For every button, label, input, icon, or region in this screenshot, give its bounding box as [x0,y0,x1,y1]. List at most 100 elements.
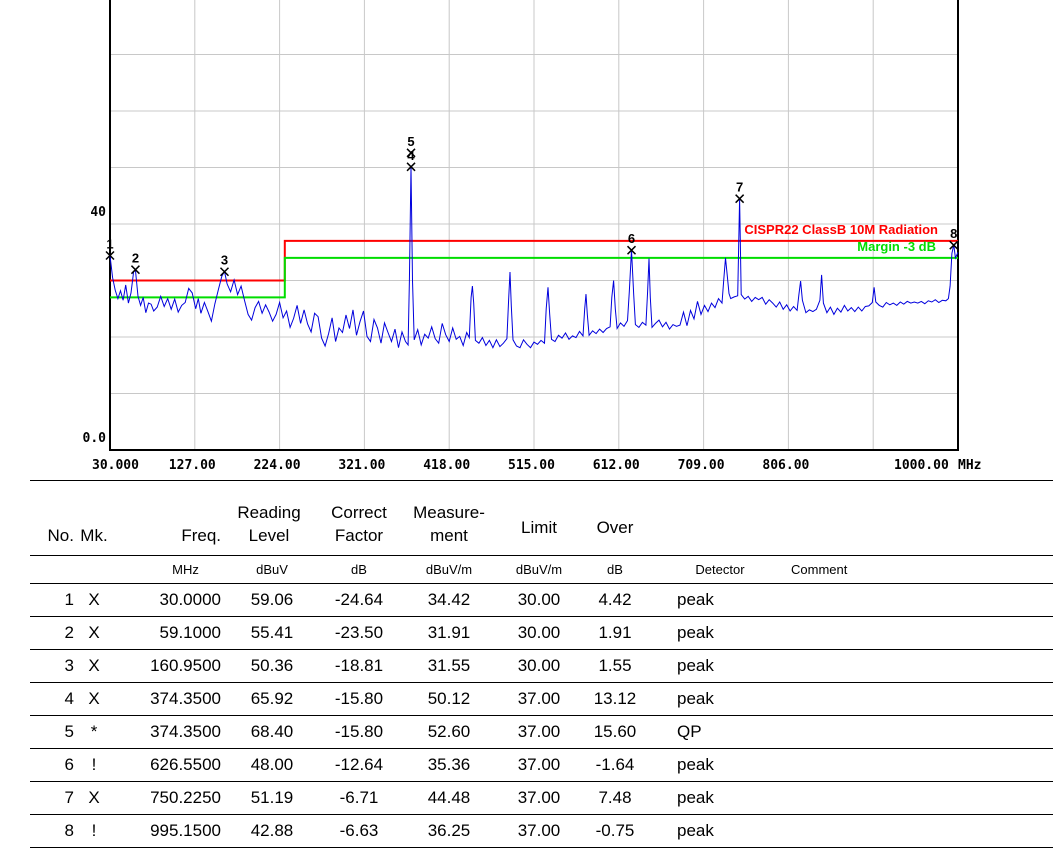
cell-measure: 36.25 [427,821,471,840]
table-row: 6! 626.5500 48.00 -12.64 35.36 37.00 -1.64 peak [30,749,1053,782]
cell-correct: -18.81 [334,656,384,675]
cell-mk: X [88,689,100,708]
unit-no [30,556,74,584]
unit-rest [867,556,1053,584]
cell-rest [867,716,1053,749]
cell-reading: 68.40 [250,722,294,741]
cell-correct: -23.50 [334,623,384,642]
unit-detector: Detector [695,562,745,577]
cell-mk: X [88,656,100,675]
marker-label: 1 [106,237,113,252]
x-tick-label: 30.000 [92,458,139,473]
cell-comment [791,782,867,815]
x-tick-label: 224.00 [254,458,301,473]
x-tick-label: 1000.00 [894,458,949,473]
cell-mk: ! [91,755,97,774]
cell-freq: 995.1500 [150,821,221,840]
cell-reading: 65.92 [250,689,294,708]
table-header-row: No. Mk. Freq. Reading Level Correct Fact… [30,480,1053,556]
cell-detector: peak [677,656,714,675]
col-header-limit: Limit [521,518,557,537]
cell-mk: X [88,590,100,609]
cell-comment [791,749,867,782]
cell-no: 2 [64,623,74,642]
marker-label: 3 [221,253,228,268]
measurement-table: No. Mk. Freq. Reading Level Correct Fact… [30,480,1053,848]
limit-line-label: CISPR22 ClassB 10M Radiation [744,222,938,237]
cell-measure: 31.55 [427,656,471,675]
cell-measure: 34.42 [427,590,471,609]
emission-plot-svg: 0.0 40 30.000 127.00 224.00 321.00 418.00 515.0… [83,0,981,473]
cell-reading: 48.00 [250,755,294,774]
cell-correct: -15.80 [334,722,384,741]
cell-over: -0.75 [595,821,635,840]
cell-freq: 374.3500 [150,722,221,741]
cell-detector: peak [677,623,714,642]
cell-detector: QP [677,722,702,741]
cell-freq: 30.0000 [159,590,221,609]
x-tick-label: 418.00 [423,458,470,473]
col-header-mk: Mk. [80,526,108,545]
cell-mk: ! [91,821,97,840]
col-header-correct-line2: Factor [334,526,384,545]
plot-frame [109,0,959,451]
marker-label: 5 [407,134,414,149]
cell-rest [867,782,1053,815]
cell-reading: 42.88 [250,821,294,840]
marker-x [735,194,745,204]
marker-x [105,250,115,261]
marker-x [949,240,959,250]
marker-x [626,245,637,255]
cell-limit: 37.00 [517,821,561,840]
marker-label: 2 [132,251,139,266]
cell-over: 13.12 [593,689,637,708]
cell-measure: 31.91 [427,623,471,642]
cell-over: 7.48 [598,788,632,807]
unit-comment: Comment [791,562,848,577]
cell-limit: 30.00 [517,590,561,609]
cell-no: 5 [64,722,74,741]
x-tick-label: 806.00 [762,458,809,473]
col-header-freq: Freq. [181,526,221,545]
y-tick-label: 0.0 [83,431,107,446]
table-row: 1 X 30.0000 59.06 -24.64 34.42 30.00 4.42 peak [30,584,1053,617]
col-header-detector-blank [649,481,791,556]
x-tick-label: 612.00 [593,458,640,473]
marker-x [406,148,416,158]
cell-no: 4 [64,689,74,708]
cell-rest [867,617,1053,650]
cell-limit: 37.00 [517,788,561,807]
cell-rest [867,749,1053,782]
cell-comment [791,650,867,683]
cell-limit: 37.00 [517,722,561,741]
emission-trace [109,166,959,349]
cell-rest [867,815,1053,848]
cell-no: 6 [64,755,74,774]
cell-detector: peak [677,788,714,807]
cell-mk: * [90,722,98,741]
cell-correct: -6.63 [339,821,379,840]
table-body: 1 X 30.0000 59.06 -24.64 34.42 30.00 4.42 peak 2 X… [30,584,1053,848]
col-header-rest [867,481,1053,556]
cell-correct: -6.71 [339,788,379,807]
unit-over: dB [607,562,623,577]
cell-limit: 30.00 [517,623,561,642]
table-row: 4 X 374.3500 65.92 -15.80 50.12 37.00 13.12 peak [30,683,1053,716]
col-header-measurement-line2: ment [430,526,468,545]
cell-detector: peak [677,755,714,774]
cell-limit: 37.00 [517,755,561,774]
cell-correct: -24.64 [334,590,384,609]
cell-over: 4.42 [598,590,632,609]
col-header-over: Over [596,518,634,537]
cell-reading: 51.19 [250,788,294,807]
cell-freq: 59.1000 [159,623,221,642]
marker-label: 6 [628,231,635,246]
marker-label: 8 [950,226,957,241]
x-tick-label: 127.00 [169,458,216,473]
unit-mk [74,556,114,584]
cell-no: 8 [64,821,74,840]
cell-comment [791,815,867,848]
cell-limit: 30.00 [517,656,561,675]
unit-correct: dB [351,562,367,577]
cell-comment [791,683,867,716]
